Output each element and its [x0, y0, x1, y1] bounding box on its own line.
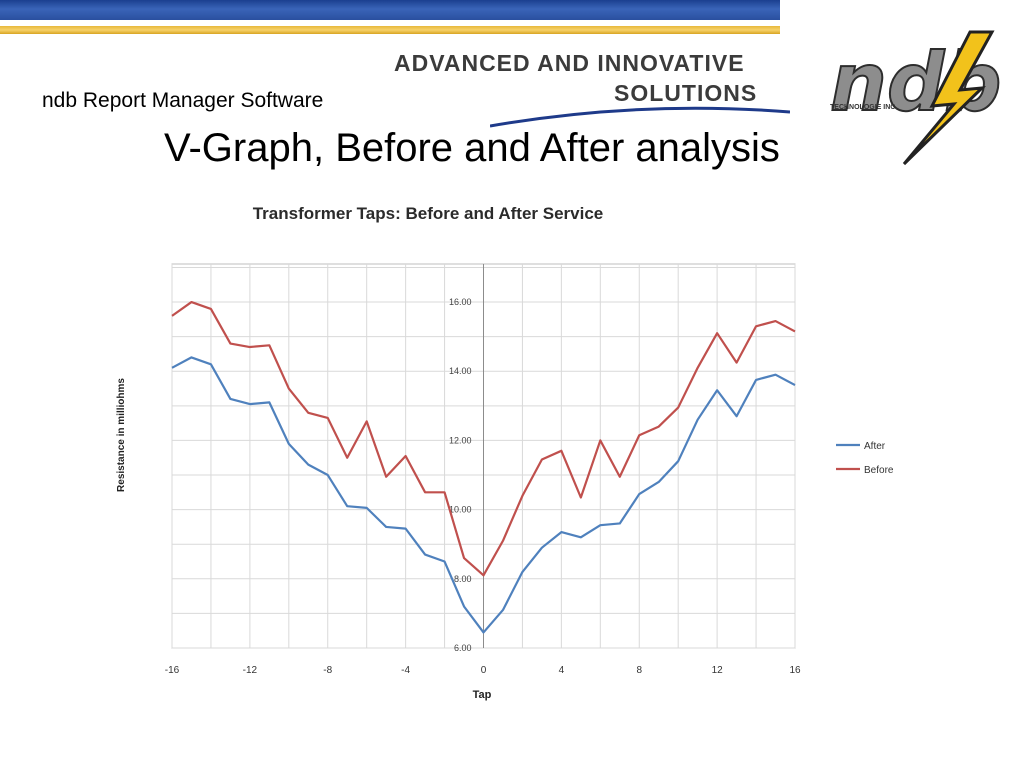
- lightning-bolt-icon: [902, 30, 995, 166]
- x-axis-label: Tap: [473, 689, 492, 701]
- header-white-stripe: [0, 20, 780, 26]
- y-tick-label: 8.00: [454, 574, 472, 584]
- x-tick-label: 4: [559, 665, 565, 676]
- series-lines: [171, 300, 796, 634]
- y-tick-label: 16.00: [449, 297, 472, 307]
- x-tick-label: -16: [165, 665, 180, 676]
- y-axis-label: Resistance in milliohms: [116, 378, 127, 492]
- legend-label-before: Before: [864, 465, 894, 476]
- chart-title: Transformer Taps: Before and After Servi…: [253, 204, 604, 223]
- x-tick-label: 0: [481, 665, 487, 676]
- series-line-after: [171, 356, 796, 634]
- ndb-logo: ndb: [829, 30, 1002, 166]
- brand-tagline-line2: SOLUTIONS: [614, 80, 758, 106]
- x-tick-label: 16: [789, 665, 801, 676]
- legend-label-after: After: [864, 441, 886, 452]
- line-chart: Transformer Taps: Before and After Servi…: [116, 204, 894, 701]
- y-tick-label: 14.00: [449, 366, 472, 376]
- header-color-bar: [0, 0, 780, 36]
- x-tick-label: 8: [636, 665, 642, 676]
- series-line-before: [171, 300, 796, 577]
- slide-title: V-Graph, Before and After analysis: [164, 126, 780, 170]
- logo-subtext: TECHNOLOGIE INC.: [830, 104, 898, 111]
- brand-tagline-line1: ADVANCED AND INNOVATIVE: [394, 50, 745, 76]
- x-tick-label: -8: [323, 665, 332, 676]
- y-tick-label: 6.00: [454, 643, 472, 653]
- legend: After Before: [836, 441, 894, 476]
- x-tick-label: -12: [243, 665, 258, 676]
- brand-swoosh: [490, 106, 790, 128]
- slide-subtitle: ndb Report Manager Software: [42, 89, 324, 112]
- axes: 6.00 8.00 10.00 12.00 14.00 16.00 -16 -12 -8 -4 0 4…: [165, 264, 801, 676]
- header-blue-stripe: [0, 0, 780, 20]
- header-gold-stripe: [0, 26, 780, 34]
- x-tick-label: 12: [712, 665, 724, 676]
- x-tick-label: -4: [401, 665, 410, 676]
- y-tick-label: 10.00: [449, 505, 472, 515]
- y-tick-label: 12.00: [449, 435, 472, 445]
